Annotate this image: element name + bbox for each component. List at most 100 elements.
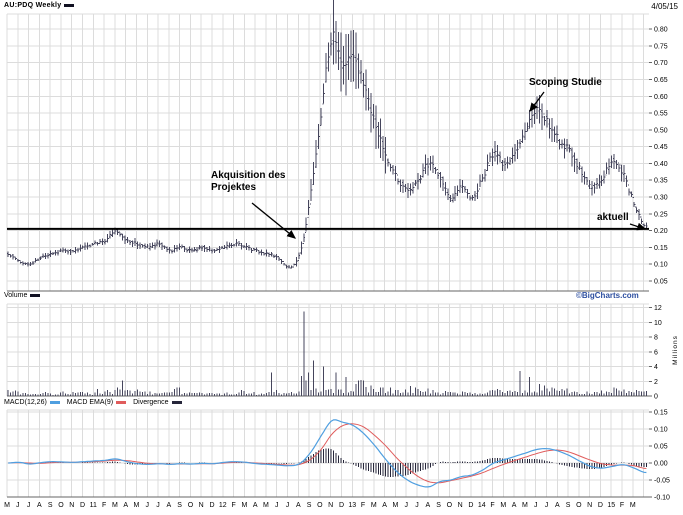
y-axis-label: 0.70 xyxy=(654,60,668,67)
x-axis-label: S xyxy=(48,502,53,509)
x-axis-label: J xyxy=(146,502,150,509)
x-axis-label: O xyxy=(576,502,582,509)
x-axis-label: S xyxy=(307,502,312,509)
x-axis-label: 11 xyxy=(90,502,97,509)
x-axis-label: A xyxy=(512,502,517,509)
x-axis-label: J xyxy=(545,502,549,509)
x-axis-label: A xyxy=(123,502,128,509)
y-axis-label: 6 xyxy=(654,349,658,356)
volume-bars xyxy=(7,311,647,396)
date-label: 4/05/15 xyxy=(651,2,678,11)
y-axis-label: 4 xyxy=(654,364,658,371)
x-axis-label: A xyxy=(425,502,430,509)
bigcharts-watermark[interactable]: ©BigCharts.com xyxy=(576,291,639,300)
divergence-label: Divergence xyxy=(133,399,169,406)
y-axis-label: 0.20 xyxy=(654,228,668,235)
x-axis-label: 14 xyxy=(478,502,486,509)
y-axis-label: 0.05 xyxy=(654,444,668,451)
y-axis-label: 0.65 xyxy=(654,77,668,84)
y-axis-label: 0.05 xyxy=(654,278,668,285)
x-axis-label: N xyxy=(199,502,204,509)
y-axis-label: 8 xyxy=(654,335,658,342)
y-axis-label: 2 xyxy=(654,379,658,386)
x-axis-label: J xyxy=(27,502,31,509)
x-axis-label: M xyxy=(371,502,377,509)
x-axis-label: D xyxy=(80,502,85,509)
x-axis-label: D xyxy=(209,502,214,509)
x-axis-label: O xyxy=(447,502,453,509)
x-axis-label: S xyxy=(436,502,441,509)
x-axis-label: J xyxy=(415,502,419,509)
x-axis-label: F xyxy=(620,502,624,509)
volume-series-marker xyxy=(30,294,41,297)
macd-signal-marker xyxy=(116,401,127,404)
x-axis-label: N xyxy=(458,502,463,509)
x-axis-label: F xyxy=(102,502,106,509)
x-axis-label: N xyxy=(69,502,74,509)
price-series-marker xyxy=(64,4,75,7)
y-axis-label: 0.40 xyxy=(654,161,668,168)
y-axis-label: 0.60 xyxy=(654,94,668,101)
y-axis-label: 0.80 xyxy=(654,27,668,34)
macd-line-marker xyxy=(49,401,60,404)
x-axis-label: F xyxy=(231,502,235,509)
x-axis-label: M xyxy=(4,502,10,509)
x-axis-label: A xyxy=(296,502,301,509)
symbol-label: AU:PDQ Weekly xyxy=(4,2,62,9)
x-axis-label: A xyxy=(555,502,560,509)
macd-line xyxy=(8,419,647,488)
y-axis-label: 0.45 xyxy=(654,144,668,151)
x-axis-label: M xyxy=(112,502,118,509)
x-axis-label: S xyxy=(177,502,182,509)
volume-unit-label: Millions xyxy=(672,335,679,365)
y-axis-label: 0.30 xyxy=(654,194,668,201)
x-axis-label: F xyxy=(490,502,494,509)
x-axis-label: N xyxy=(587,502,592,509)
annotation-aktuell: aktuell xyxy=(597,212,629,223)
symbol-period-label: AU:PDQ Weekly xyxy=(4,2,81,9)
grid-lines xyxy=(6,13,652,498)
x-axis-label: O xyxy=(317,502,323,509)
x-axis-label: M xyxy=(522,502,528,509)
divergence-marker xyxy=(171,401,182,404)
x-axis-label: J xyxy=(534,502,538,509)
x-axis-label: J xyxy=(286,502,290,509)
x-axis-label: F xyxy=(361,502,365,509)
price-bars xyxy=(6,0,648,269)
y-axis-label: 0.35 xyxy=(654,178,668,185)
x-axis-label: N xyxy=(328,502,333,509)
annotation-arrow-akquisition xyxy=(251,202,297,239)
volume-label-text: Volume xyxy=(4,292,28,299)
x-axis-label: J xyxy=(16,502,20,509)
annotation-arrow-aktuell xyxy=(629,222,647,231)
y-axis-label: 0.75 xyxy=(654,43,668,50)
x-axis-label: J xyxy=(275,502,279,509)
y-axis-label: 0.15 xyxy=(654,245,668,252)
y-axis-label: 12 xyxy=(654,305,662,312)
x-axis-label: 13 xyxy=(348,502,356,509)
x-axis-label: 15 xyxy=(607,502,615,509)
x-axis-label: M xyxy=(630,502,636,509)
x-axis-label: A xyxy=(167,502,172,509)
y-axis-label: 0.50 xyxy=(654,127,668,134)
annotation-akquisition: Akquisition des Projektes xyxy=(211,170,286,193)
volume-panel-label: Volume xyxy=(4,292,47,299)
macd-signal-line xyxy=(8,423,647,484)
x-axis-label: A xyxy=(382,502,387,509)
x-axis-label: J xyxy=(156,502,160,509)
x-axis-label: D xyxy=(468,502,473,509)
x-axis-label: O xyxy=(58,502,64,509)
y-axis-label: 0.10 xyxy=(654,427,668,434)
macd-signal-label: MACD EMA(9) xyxy=(66,399,114,406)
x-axis-label: S xyxy=(566,502,571,509)
y-axis-label: 10 xyxy=(654,320,662,327)
annotation-scoping: Scoping Studie xyxy=(529,77,602,88)
x-axis-label: M xyxy=(263,502,269,509)
y-axis-label: 0.55 xyxy=(654,111,668,118)
x-axis-label: M xyxy=(134,502,140,509)
x-axis-label: D xyxy=(598,502,603,509)
y-axis-label: -0.10 xyxy=(654,495,670,502)
x-axis-label: O xyxy=(188,502,194,509)
